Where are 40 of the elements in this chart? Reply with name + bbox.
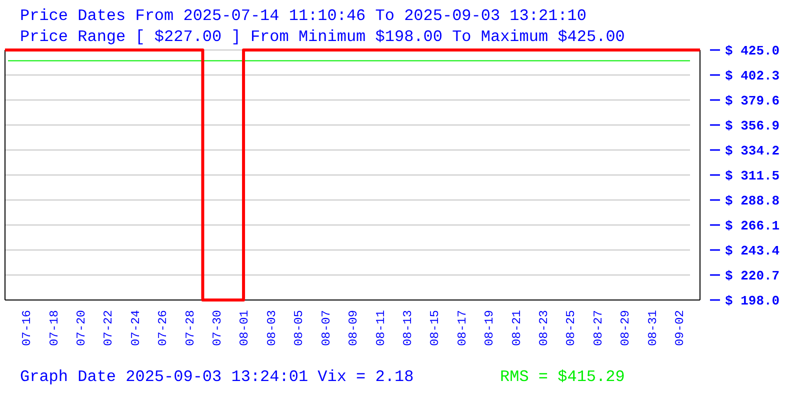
x-tick-label: 08-19 <box>482 310 497 346</box>
y-tick-label: $ 356.9 <box>725 118 780 134</box>
x-tick-label: 08-23 <box>537 310 551 346</box>
x-tick-label: 08-03 <box>264 310 279 346</box>
x-tick-label: 09-02 <box>673 310 688 346</box>
y-tick-label: $ 379.6 <box>725 94 780 109</box>
x-tick-label: 07-26 <box>156 310 170 346</box>
x-tick-label: 08-29 <box>618 310 633 346</box>
x-tick-label: 08-07 <box>319 310 334 346</box>
x-tick-label: 07-20 <box>74 310 88 346</box>
x-tick-label: 07-24 <box>128 310 143 346</box>
y-tick-label: $ 288.8 <box>725 194 780 209</box>
chart-title: Price Dates From 2025-07-14 11:10:46 To 2025-09-03 13:21:10 <box>20 7 586 25</box>
y-tick-label: $ 266.1 <box>725 218 780 234</box>
chart-subtitle: Price Range [ $227.00 ] From Minimum $198.00 To Maximum $425.00 <box>20 28 625 46</box>
x-tick-label: 08-13 <box>400 310 415 346</box>
y-tick-label: $ 243.4 <box>725 244 780 259</box>
x-tick-label: 08-05 <box>292 310 306 346</box>
x-tick-label: 07-28 <box>183 310 198 346</box>
x-tick-label: 08-09 <box>346 310 361 346</box>
x-tick-label: 08-31 <box>646 310 660 346</box>
ref-line-label: RMS = $415.29 <box>500 368 625 386</box>
x-tick-label: 07-30 <box>210 310 225 346</box>
y-tick-label: $ 198.0 <box>725 294 780 309</box>
y-tick-label: $ 334.2 <box>725 144 780 159</box>
x-tick-label: 08-11 <box>374 310 388 346</box>
x-tick-label: 07-22 <box>102 310 116 346</box>
x-tick-label: 07-18 <box>47 310 62 346</box>
x-tick-label: 08-17 <box>455 310 470 346</box>
x-tick-label: 08-01 <box>238 310 252 346</box>
x-tick-label: 08-15 <box>428 310 442 346</box>
text: Graph Date 2025-09-03 13:24:01 Vix = 2.18 <box>20 368 414 386</box>
x-tick-label: 07-16 <box>20 310 34 346</box>
x-tick-label: 08-27 <box>591 310 606 346</box>
y-tick-label: $ 402.3 <box>725 68 780 84</box>
y-tick-label: $ 311.5 <box>725 168 780 184</box>
x-tick-label: 08-21 <box>510 310 524 346</box>
y-tick-label: $ 425.0 <box>725 44 780 59</box>
y-tick-label: $ 220.7 <box>725 268 780 284</box>
x-tick-label: 08-25 <box>564 310 578 346</box>
